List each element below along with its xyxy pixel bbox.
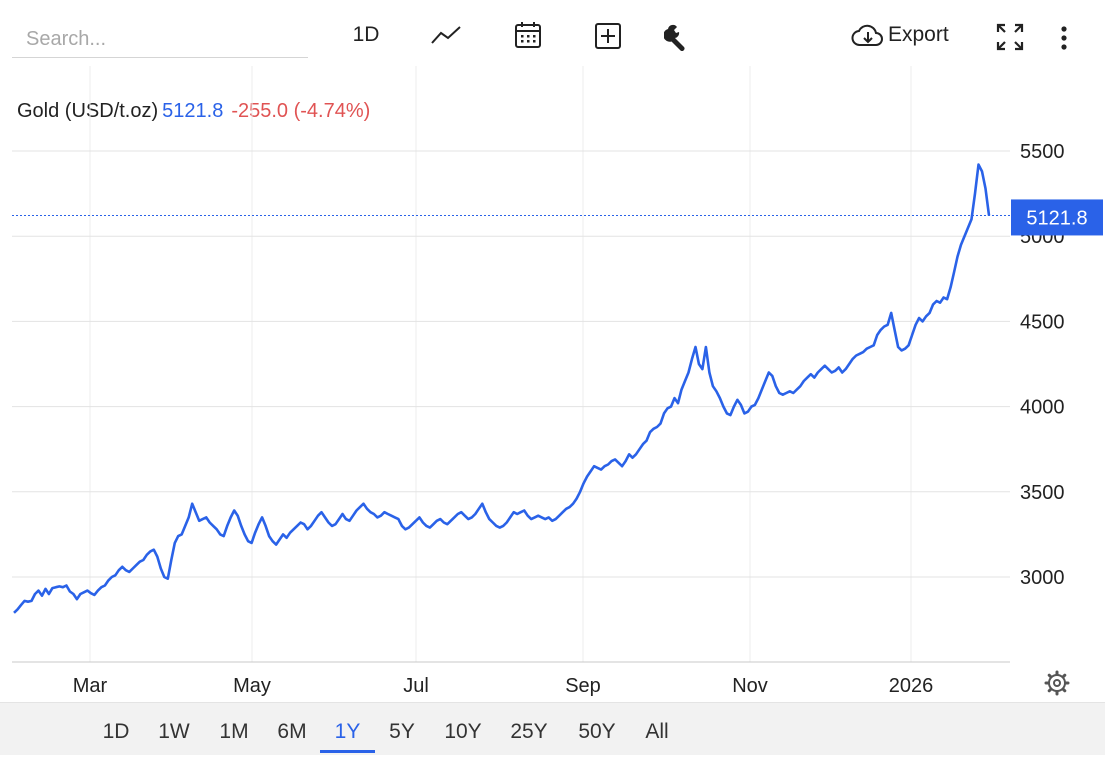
fullscreen-icon[interactable] bbox=[992, 20, 1028, 54]
x-tick-label: Jul bbox=[403, 675, 429, 697]
range-25y-button[interactable]: 25Y bbox=[510, 720, 548, 743]
last-price-tag-label: 5121.8 bbox=[1026, 207, 1087, 229]
x-tick-label: Mar bbox=[73, 675, 108, 697]
y-tick-label: 4500 bbox=[1020, 311, 1065, 333]
range-50y-button[interactable]: 50Y bbox=[578, 720, 616, 743]
quote-info: Gold (USD/t.oz) 5121.8 -255.0 (-4.74%) bbox=[17, 100, 370, 123]
range-5y-button[interactable]: 5Y bbox=[389, 720, 415, 743]
cloud-download-icon[interactable] bbox=[850, 21, 886, 51]
calendar-icon[interactable] bbox=[510, 18, 546, 52]
instrument-name: Gold (USD/t.oz) bbox=[17, 100, 159, 122]
last-price-tag-box bbox=[1011, 199, 1103, 236]
last-price-tag: 5121.8 bbox=[1011, 199, 1103, 236]
series-line bbox=[13, 163, 991, 614]
y-tick-label: 4000 bbox=[1020, 397, 1065, 419]
add-box-icon[interactable] bbox=[590, 19, 626, 53]
interval-button[interactable]: 1D bbox=[352, 23, 380, 46]
x-tick-label: 2026 bbox=[889, 675, 934, 697]
toolbar: 1D Export bbox=[0, 0, 1105, 66]
y-tick-label: 5500 bbox=[1020, 141, 1065, 163]
settings-icon[interactable] bbox=[1044, 670, 1070, 696]
range-1y-button[interactable]: 1Y bbox=[320, 703, 375, 753]
more-vert-icon[interactable] bbox=[1052, 20, 1076, 56]
range-1w-button[interactable]: 1W bbox=[158, 720, 190, 743]
range-selector: 1D 1W 1M 6M 1Y 5Y 10Y 25Y 50Y All bbox=[0, 702, 1105, 755]
range-6m-button[interactable]: 6M bbox=[277, 720, 307, 743]
vertical-gridlines bbox=[89, 66, 912, 662]
y-tick-label: 3000 bbox=[1020, 567, 1065, 589]
x-tick-label: Nov bbox=[732, 675, 768, 697]
x-tick-label: May bbox=[233, 675, 271, 697]
wrench-icon[interactable] bbox=[660, 19, 696, 55]
search-input[interactable] bbox=[12, 22, 308, 58]
price-change: -255.0 (-4.74%) bbox=[231, 100, 371, 122]
range-1m-button[interactable]: 1M bbox=[219, 720, 249, 743]
x-axis-labels: Mar May Jul Sep Nov 2026 bbox=[73, 675, 933, 697]
x-tick-label: Sep bbox=[565, 675, 601, 697]
range-10y-button[interactable]: 10Y bbox=[444, 720, 482, 743]
export-button[interactable]: Export bbox=[888, 23, 949, 46]
last-price: 5121.8 bbox=[162, 100, 224, 122]
line-chart-icon[interactable] bbox=[428, 20, 464, 50]
range-all-button[interactable]: All bbox=[645, 720, 669, 743]
horizontal-gridlines bbox=[12, 150, 1010, 578]
range-1d-button[interactable]: 1D bbox=[102, 720, 130, 743]
y-tick-label: 3500 bbox=[1020, 482, 1065, 504]
